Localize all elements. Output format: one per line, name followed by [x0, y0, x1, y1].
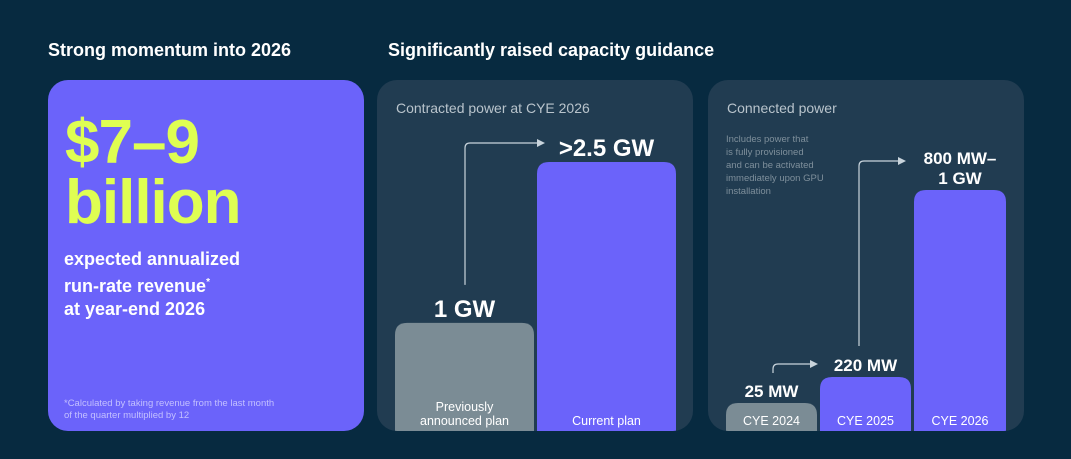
bar-cye-2026 [914, 190, 1006, 431]
note-line: Includes power that [726, 134, 809, 145]
trend-arrow-head [537, 139, 545, 147]
data-label: 25 MW [745, 382, 800, 401]
trend-arrow-line [858, 160, 899, 346]
heading-momentum: Strong momentum into 2026 [48, 40, 292, 60]
revenue-footnote: *Calculated by taking revenue from the l… [64, 398, 274, 422]
revenue-description: expected annualized run-rate revenue* at… [64, 248, 240, 321]
note-line: is fully provisioned [726, 147, 804, 158]
category-label: announced plan [420, 414, 509, 428]
heading-capacity: Significantly raised capacity guidance [388, 40, 715, 60]
bar-current-plan [537, 162, 676, 431]
connected-power-card: CYE 2024 25 MW CYE 2025 220 MW CYE 2026 800 M… [708, 80, 1024, 431]
trend-arrow-head [898, 157, 906, 165]
bar-previously-announced-plan [395, 322, 534, 431]
revenue-card: $7–9 billion expected annualized run-rat… [48, 80, 364, 431]
revenue-desc-line-2-text: run-rate revenue [64, 276, 207, 296]
footnote-line-1: *Calculated by taking revenue from the l… [64, 398, 275, 409]
note-line: immediately upon GPU [726, 173, 824, 184]
connected-power-chart: CYE 2024 25 MW CYE 2025 220 MW CYE 2026 800 M… [726, 149, 1006, 431]
bar-cye-2024 [726, 403, 817, 431]
contracted-power-card: Previously announced plan 1 GW Current plan… [377, 80, 693, 431]
bar-cye-2025 [820, 377, 911, 431]
trend-arrow-line [772, 363, 811, 373]
data-label: 800 MW– [924, 149, 997, 168]
data-label: >2.5 GW [559, 135, 655, 162]
category-label: CYE 2025 [837, 414, 894, 428]
footnote-marker: * [206, 277, 210, 288]
category-label: CYE 2024 [743, 414, 800, 428]
connected-power-title: Connected power [727, 100, 837, 116]
revenue-value-unit: billion [65, 168, 242, 237]
trend-arrow-head [810, 360, 818, 368]
data-label: 220 MW [834, 356, 898, 375]
revenue-desc-line-3: at year-end 2026 [64, 299, 206, 319]
note-line: and can be activated [726, 160, 814, 171]
category-label: CYE 2026 [932, 414, 989, 428]
connected-power-note: Includes power that is fully provisioned… [726, 133, 824, 198]
trend-arrow-line [464, 142, 538, 285]
revenue-desc-line-2: run-rate revenue* [64, 271, 240, 298]
revenue-value-range: $7–9 [65, 108, 200, 177]
contracted-power-title: Contracted power at CYE 2026 [396, 100, 590, 116]
category-label: Previously [436, 400, 494, 414]
note-line: installation [726, 186, 771, 197]
category-label: Current plan [572, 414, 641, 428]
footnote-line-2: of the quarter multiplied by 12 [64, 410, 190, 421]
data-label: 1 GW [938, 169, 982, 188]
data-label: 1 GW [434, 296, 496, 323]
revenue-desc-line-1: expected annualized [64, 249, 241, 269]
